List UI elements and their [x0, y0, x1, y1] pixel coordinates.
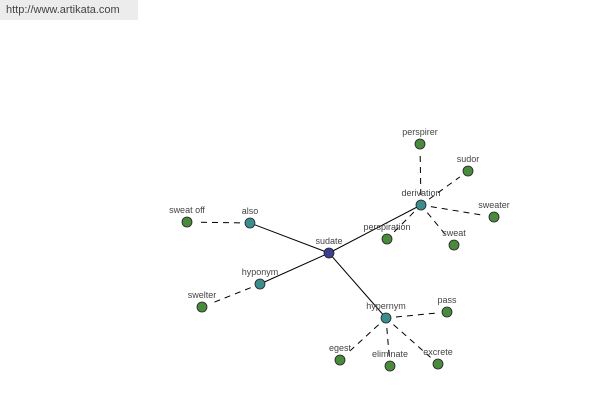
- node-sweat[interactable]: sweat: [442, 228, 466, 251]
- node-excrete[interactable]: excrete: [423, 347, 453, 370]
- node-dot[interactable]: [441, 306, 453, 318]
- edge-derivation-sweater: [430, 206, 485, 216]
- node-dot[interactable]: [462, 165, 474, 177]
- node-dot[interactable]: [415, 199, 427, 211]
- node-perspiration[interactable]: perspiration: [363, 222, 411, 245]
- node-dot[interactable]: [381, 233, 393, 245]
- node-dot[interactable]: [432, 358, 444, 370]
- node-sweat-off[interactable]: sweat off: [169, 205, 205, 228]
- node-perspirer[interactable]: perspirer: [402, 127, 438, 150]
- node-dot[interactable]: [196, 301, 208, 313]
- node-label: sudate: [315, 236, 342, 246]
- node-sudor[interactable]: sudor: [457, 154, 480, 177]
- node-dot[interactable]: [414, 138, 426, 150]
- node-label: also: [242, 206, 259, 216]
- site-link[interactable]: http://www.artikata.com: [0, 0, 138, 20]
- edge-sudate-hyponym: [259, 252, 330, 285]
- node-dot[interactable]: [380, 312, 392, 324]
- node-label: sweat: [442, 228, 466, 238]
- node-eliminate[interactable]: eliminate: [372, 349, 408, 372]
- node-dot[interactable]: [181, 216, 193, 228]
- edge-sudate-also: [249, 222, 330, 254]
- edge-hypernym-pass: [395, 312, 438, 318]
- node-label: sweat off: [169, 205, 205, 215]
- edge-sudate-hypernym: [328, 252, 387, 319]
- edge-hypernym-excrete: [393, 324, 431, 358]
- node-dot[interactable]: [254, 278, 266, 290]
- node-dot[interactable]: [323, 247, 335, 259]
- edge-derivation-perspiration: [393, 211, 415, 233]
- edge-hypernym-eliminate: [386, 327, 390, 357]
- node-dot[interactable]: [244, 217, 256, 229]
- node-label: excrete: [423, 347, 453, 357]
- edge-derivation-perspirer: [419, 153, 422, 196]
- node-label: pass: [437, 295, 457, 305]
- node-label: swelter: [188, 290, 217, 300]
- node-label: eliminate: [372, 349, 408, 359]
- node-swelter[interactable]: swelter: [188, 290, 217, 313]
- node-egest[interactable]: egest: [329, 343, 352, 366]
- node-dot[interactable]: [384, 360, 396, 372]
- node-dot[interactable]: [488, 211, 500, 223]
- node-label: hypernym: [366, 301, 406, 311]
- node-sudate[interactable]: sudate: [315, 236, 343, 259]
- node-hyponym[interactable]: hyponym: [242, 267, 279, 290]
- node-label: perspirer: [402, 127, 438, 137]
- node-sweater[interactable]: sweater: [478, 200, 510, 223]
- node-label: perspiration: [363, 222, 410, 232]
- node-hypernym[interactable]: hypernym: [366, 301, 406, 324]
- node-label: hyponym: [242, 267, 279, 277]
- edge-sudate-derivation: [328, 204, 422, 254]
- node-label: sudor: [457, 154, 480, 164]
- node-label: derivation: [401, 188, 440, 198]
- node-pass[interactable]: pass: [437, 295, 457, 318]
- edge-derivation-sweat: [426, 212, 449, 238]
- node-also[interactable]: also: [242, 206, 259, 229]
- node-label: egest: [329, 343, 352, 353]
- edge-hypernym-egest: [347, 324, 379, 354]
- node-label: sweater: [478, 200, 510, 210]
- node-dot[interactable]: [448, 239, 460, 251]
- edge-also-sweat_off: [196, 221, 241, 224]
- edge-hyponym-swelter: [211, 287, 251, 304]
- node-derivation[interactable]: derivation: [401, 188, 441, 211]
- node-dot[interactable]: [334, 354, 346, 366]
